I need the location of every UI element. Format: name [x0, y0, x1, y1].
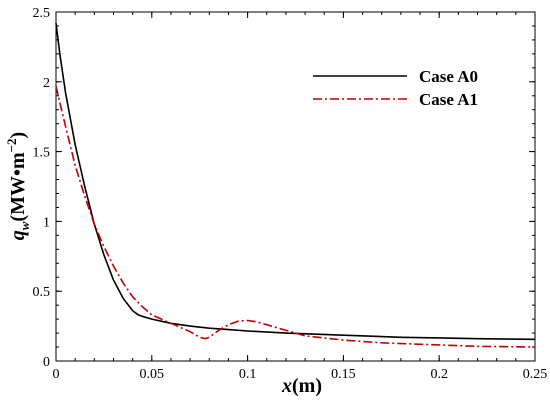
y-axis-title-close: )	[7, 132, 29, 139]
y-tick-label: 0.5	[33, 285, 51, 300]
y-tick-label: 1	[43, 215, 50, 230]
x-tick-label: 0.25	[523, 367, 548, 382]
legend-label-1: Case A0	[419, 67, 478, 86]
plot-frame	[55, 11, 536, 362]
x-tick-label: 0.05	[140, 367, 165, 382]
x-tick-label: 0.15	[331, 367, 356, 382]
plot-area	[55, 11, 536, 362]
x-axis-title: x(m)	[281, 375, 322, 397]
axis-titles: x(m) qw(MW•m−2)	[4, 132, 322, 397]
x-axis-title-unit: (m)	[292, 375, 322, 397]
y-axis-title: qw(MW•m−2)	[4, 132, 32, 240]
y-tick-label: 2.5	[33, 6, 51, 21]
y-axis-title-main: q	[7, 230, 29, 240]
x-tick-label: 0.1	[239, 367, 257, 382]
y-axis-title-unit: (MW•m	[7, 152, 29, 222]
y-tick-label: 1.5	[33, 146, 51, 161]
axis-ticks: 0 0.05 0.1 0.15 0.2 0.25 0 0.5 1 1.5 2 2.5	[33, 6, 548, 382]
x-tick-label: 0.2	[430, 367, 448, 382]
x-tick-label: 0	[53, 367, 60, 382]
y-axis-title-sub: w	[17, 221, 32, 230]
series-layer	[55, 23, 536, 348]
series-line-1	[55, 23, 536, 341]
y-tick-label: 2	[43, 76, 50, 91]
x-axis-title-main: x	[281, 375, 292, 397]
y-axis-title-exp: −2	[4, 138, 19, 152]
legend-label-2: Case A1	[419, 90, 478, 109]
series-line-2	[55, 85, 536, 348]
y-tick-label: 0	[43, 355, 50, 370]
legend: Case A0 Case A1	[313, 67, 478, 109]
